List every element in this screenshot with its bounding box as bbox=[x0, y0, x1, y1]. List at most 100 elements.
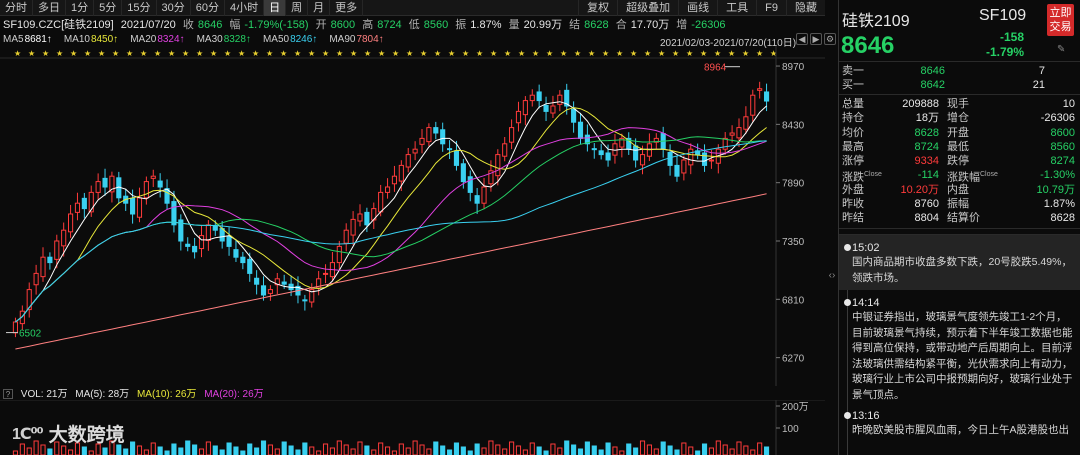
star-marker: ★ bbox=[266, 49, 273, 58]
star-marker: ★ bbox=[140, 49, 147, 58]
volume-bar bbox=[61, 445, 67, 455]
volume-bar bbox=[695, 450, 701, 455]
volume-bar bbox=[19, 443, 25, 455]
stat-label: 持仓 bbox=[842, 112, 864, 125]
price-axis-label: 6270 bbox=[782, 354, 805, 365]
stats-row: 昨结 8804 结算价 8628 bbox=[839, 211, 1080, 225]
candlestick-chart[interactable]: ★ ★ ★ ★ ★ ★ ★ ★ ★ ★ ★ ★ ★ ★ ★ ★ ★ ★ ★ ★ ★ ★ ★ ★ ★ ★ ★ ★ ★ ★ ★ ★ ★ ★ ★ ★ ★ ★ ★ ★… bbox=[0, 46, 825, 386]
star-marker: ★ bbox=[644, 49, 651, 58]
trade-now-button[interactable]: 立即交易 bbox=[1047, 4, 1074, 36]
volume-chart[interactable]: 200万 100 bbox=[0, 400, 825, 455]
stats-row: 均价 8628 开盘 8600 bbox=[839, 126, 1080, 140]
period-tab[interactable]: 分时 bbox=[0, 0, 33, 16]
volume-bar bbox=[522, 449, 528, 455]
star-marker: ★ bbox=[420, 49, 427, 58]
volume-bar bbox=[763, 446, 770, 455]
stat-value: 8628 bbox=[914, 126, 939, 139]
marker-star-row: ★ ★ ★ ★ ★ ★ ★ ★ ★ ★ ★ ★ ★ ★ ★ ★ ★ ★ ★ ★ ★ ★ ★ ★ ★ ★ ★ ★ ★ ★ ★ ★ ★ ★ ★ ★ ★ ★ ★ ★… bbox=[14, 49, 777, 58]
period-tab[interactable]: 日 bbox=[264, 0, 287, 16]
volume-bar bbox=[557, 447, 563, 455]
low-value: 8560 bbox=[423, 19, 449, 31]
star-marker: ★ bbox=[294, 49, 301, 58]
ma-legend-item: MA58681↑ bbox=[3, 34, 58, 45]
stats-row: 持仓 18万 增仓 -26306 bbox=[839, 111, 1080, 125]
candle-body bbox=[143, 181, 149, 199]
star-marker: ★ bbox=[714, 49, 721, 58]
toolbar-button[interactable]: F9 bbox=[756, 0, 786, 16]
bid-label: 买一 bbox=[842, 79, 864, 91]
candle-body bbox=[605, 152, 611, 161]
star-marker: ★ bbox=[560, 49, 567, 58]
stat-label: 结算价 bbox=[947, 212, 980, 225]
period-tab[interactable]: 多日 bbox=[33, 0, 66, 16]
volume-bar bbox=[502, 448, 508, 455]
prev-icon[interactable]: ◀ bbox=[796, 33, 808, 45]
star-marker: ★ bbox=[70, 49, 77, 58]
candle-body bbox=[192, 245, 198, 253]
toolbar-button[interactable]: 隐藏 bbox=[786, 0, 825, 16]
candle-body bbox=[309, 289, 315, 303]
news-item[interactable]: 13:16 昨晚欧美股市腥风血雨，今日上午A股港股也出 bbox=[839, 409, 1080, 439]
ma-value: 7804↑ bbox=[356, 34, 384, 45]
volume-bar bbox=[185, 440, 191, 455]
candle-body bbox=[419, 137, 425, 145]
candle-body bbox=[522, 100, 528, 116]
volume-bar bbox=[591, 445, 597, 455]
candle-body bbox=[336, 245, 342, 264]
candle-body bbox=[343, 229, 349, 244]
volume-bar bbox=[26, 447, 32, 455]
period-tab[interactable]: 月 bbox=[308, 0, 331, 16]
last-price: 8646 bbox=[841, 32, 895, 59]
period-tab[interactable]: 4小时 bbox=[225, 0, 265, 16]
candle-body bbox=[488, 170, 494, 185]
candle-body bbox=[557, 94, 563, 105]
period-tab[interactable]: 1分 bbox=[66, 0, 95, 16]
star-marker: ★ bbox=[182, 49, 189, 58]
candle-body bbox=[378, 191, 384, 213]
toolbar-button[interactable]: 复权 bbox=[578, 0, 617, 16]
period-tab[interactable]: 5分 bbox=[94, 0, 123, 16]
period-tab[interactable]: 更多 bbox=[330, 0, 364, 16]
stat-value: 8724 bbox=[914, 140, 939, 153]
stat-label: 振幅 bbox=[947, 198, 969, 211]
change-value: -1.79%(-158) bbox=[244, 19, 309, 31]
ma-label: MA90 bbox=[329, 34, 356, 45]
toolbar-button[interactable]: 画线 bbox=[678, 0, 717, 16]
candle-body bbox=[240, 256, 246, 264]
candle-body bbox=[102, 177, 108, 188]
settings-icon[interactable]: ⚙ bbox=[824, 33, 836, 45]
news-item[interactable]: 14:14 中银证券指出，玻璃景气度领先竣工1-2个月，目前玻璃景气持续，预示着下… bbox=[839, 296, 1080, 403]
candle-body bbox=[274, 278, 280, 286]
stat-label: 总量 bbox=[842, 98, 864, 110]
ask-row: 卖一 8646 7 bbox=[839, 64, 1080, 78]
star-marker: ★ bbox=[518, 49, 525, 58]
volume-bar bbox=[281, 441, 287, 455]
period-tab[interactable]: 30分 bbox=[157, 0, 191, 16]
panel-toggle-icon[interactable]: ‹› bbox=[828, 270, 836, 281]
toolbar-button[interactable]: 超级叠加 bbox=[617, 0, 678, 16]
ma-legend-item: MA508246↑ bbox=[263, 34, 323, 45]
volume-bar bbox=[295, 449, 301, 455]
candle-body bbox=[426, 127, 432, 143]
candle-body bbox=[19, 310, 25, 325]
candle-body bbox=[750, 94, 756, 116]
period-tab[interactable]: 60分 bbox=[191, 0, 225, 16]
period-tab[interactable]: 周 bbox=[286, 0, 309, 16]
help-icon[interactable]: ? bbox=[3, 389, 13, 399]
volume-bar bbox=[412, 440, 418, 455]
period-tab[interactable]: 15分 bbox=[122, 0, 157, 16]
next-icon[interactable]: ▶ bbox=[810, 33, 822, 45]
news-text: 昨晚欧美股市腥风血雨，今日上午A股港股也出 bbox=[852, 424, 1070, 436]
volume-bar bbox=[433, 441, 439, 455]
volume-bar bbox=[47, 448, 53, 455]
volume-bar bbox=[150, 442, 156, 455]
quote-date: 2021/07/20 bbox=[120, 19, 176, 31]
ma-value: 8328↑ bbox=[223, 34, 251, 45]
stat-label: 涨跌Close bbox=[842, 171, 882, 185]
news-item[interactable]: 15:02 国内商品期市收盘多数下跌，20号胶跌5.49%，领跌市场。 bbox=[839, 235, 1080, 290]
bid-price: 8642 bbox=[920, 79, 945, 91]
toolbar-button[interactable]: 工具 bbox=[717, 0, 756, 16]
edit-icon[interactable]: ✎ bbox=[1057, 44, 1066, 55]
settle-label: 结 bbox=[569, 19, 581, 31]
quote-panel: 硅铁2109 SF109 8646 -158 -1.79% 立即交易 ✎ 卖一 … bbox=[838, 0, 1080, 455]
